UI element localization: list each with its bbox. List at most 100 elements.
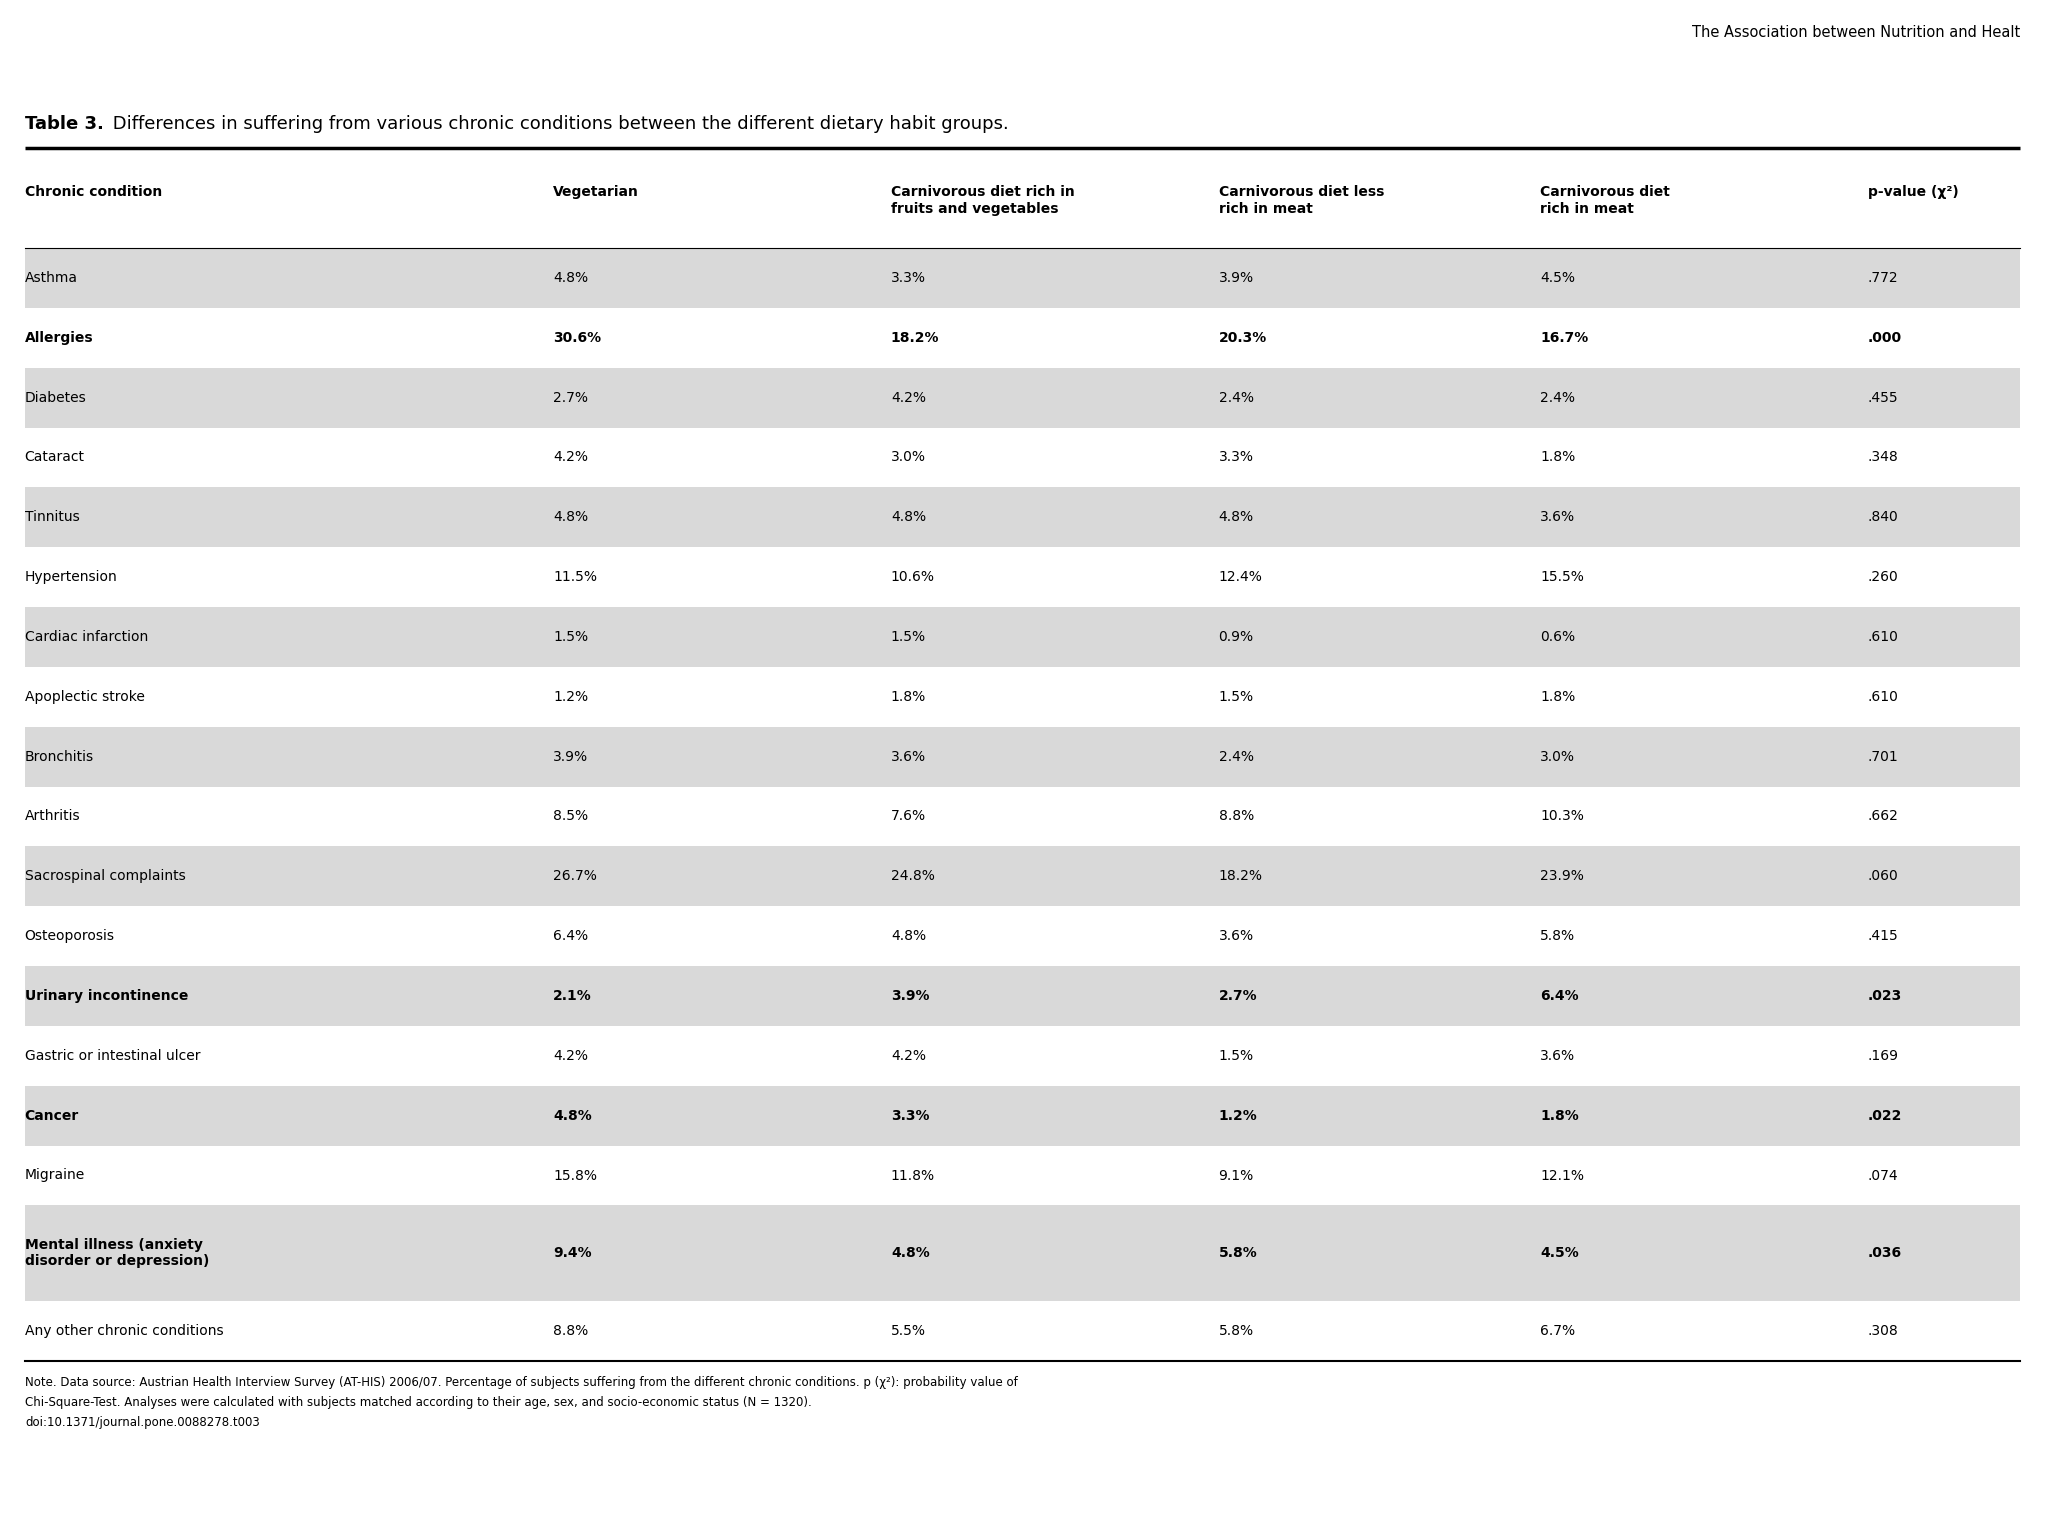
- Text: 3.9%: 3.9%: [553, 750, 588, 763]
- Text: doi:10.1371/journal.pone.0088278.t003: doi:10.1371/journal.pone.0088278.t003: [25, 1416, 260, 1428]
- Text: .036: .036: [1868, 1246, 1903, 1261]
- Text: 2.7%: 2.7%: [553, 390, 588, 404]
- Text: Carnivorous diet
rich in meat: Carnivorous diet rich in meat: [1540, 184, 1669, 217]
- Text: Apoplectic stroke: Apoplectic stroke: [25, 690, 145, 703]
- Text: 8.5%: 8.5%: [553, 809, 588, 823]
- Text: 2.4%: 2.4%: [1219, 750, 1253, 763]
- Text: 2.4%: 2.4%: [1540, 390, 1575, 404]
- Text: 4.5%: 4.5%: [1540, 270, 1575, 284]
- Text: .348: .348: [1868, 450, 1898, 464]
- Text: Vegetarian: Vegetarian: [553, 184, 639, 200]
- Text: .840: .840: [1868, 510, 1898, 524]
- Text: 11.5%: 11.5%: [553, 570, 596, 584]
- Text: Cancer: Cancer: [25, 1109, 78, 1123]
- Text: .701: .701: [1868, 750, 1898, 763]
- Text: 18.2%: 18.2%: [1219, 869, 1262, 883]
- Text: 3.0%: 3.0%: [891, 450, 926, 464]
- Bar: [25, 247, 2019, 307]
- Text: 3.6%: 3.6%: [1540, 1049, 1575, 1063]
- Text: 4.8%: 4.8%: [553, 510, 588, 524]
- Text: 7.6%: 7.6%: [891, 809, 926, 823]
- Text: .415: .415: [1868, 929, 1898, 943]
- Text: 5.5%: 5.5%: [891, 1324, 926, 1338]
- Text: Gastric or intestinal ulcer: Gastric or intestinal ulcer: [25, 1049, 201, 1063]
- Text: Differences in suffering from various chronic conditions between the different d: Differences in suffering from various ch…: [106, 115, 1010, 134]
- Text: .610: .610: [1868, 690, 1898, 703]
- Text: Urinary incontinence: Urinary incontinence: [25, 989, 188, 1003]
- Text: .074: .074: [1868, 1169, 1898, 1183]
- Bar: [25, 1206, 2019, 1301]
- Text: 5.8%: 5.8%: [1219, 1324, 1253, 1338]
- Text: 3.6%: 3.6%: [891, 750, 926, 763]
- Text: 16.7%: 16.7%: [1540, 330, 1589, 344]
- Text: 2.7%: 2.7%: [1219, 989, 1257, 1003]
- Text: 3.3%: 3.3%: [891, 270, 926, 284]
- Text: .023: .023: [1868, 989, 1903, 1003]
- Text: 2.4%: 2.4%: [1219, 390, 1253, 404]
- Text: Any other chronic conditions: Any other chronic conditions: [25, 1324, 223, 1338]
- Text: 1.8%: 1.8%: [1540, 1109, 1579, 1123]
- Text: 3.6%: 3.6%: [1540, 510, 1575, 524]
- Text: Arthritis: Arthritis: [25, 809, 80, 823]
- Text: Diabetes: Diabetes: [25, 390, 86, 404]
- Text: Cataract: Cataract: [25, 450, 84, 464]
- Text: 26.7%: 26.7%: [553, 869, 596, 883]
- Text: Asthma: Asthma: [25, 270, 78, 284]
- Text: 4.8%: 4.8%: [553, 270, 588, 284]
- Text: Osteoporosis: Osteoporosis: [25, 929, 115, 943]
- Text: 18.2%: 18.2%: [891, 330, 940, 344]
- Text: 1.5%: 1.5%: [1219, 1049, 1253, 1063]
- Text: 4.8%: 4.8%: [891, 510, 926, 524]
- Text: 11.8%: 11.8%: [891, 1169, 936, 1183]
- Text: .000: .000: [1868, 330, 1903, 344]
- Text: 24.8%: 24.8%: [891, 869, 934, 883]
- Text: .610: .610: [1868, 630, 1898, 644]
- Bar: [25, 367, 2019, 427]
- Text: Chi-Square-Test. Analyses were calculated with subjects matched according to the: Chi-Square-Test. Analyses were calculate…: [25, 1396, 811, 1409]
- Text: Hypertension: Hypertension: [25, 570, 117, 584]
- Text: 15.8%: 15.8%: [553, 1169, 596, 1183]
- Text: Carnivorous diet less
rich in meat: Carnivorous diet less rich in meat: [1219, 184, 1384, 217]
- Text: 4.8%: 4.8%: [553, 1109, 592, 1123]
- Text: 3.3%: 3.3%: [1219, 450, 1253, 464]
- Text: 4.2%: 4.2%: [553, 1049, 588, 1063]
- Text: 10.6%: 10.6%: [891, 570, 934, 584]
- Text: .060: .060: [1868, 869, 1898, 883]
- Text: 0.6%: 0.6%: [1540, 630, 1575, 644]
- Text: .260: .260: [1868, 570, 1898, 584]
- Text: 3.3%: 3.3%: [891, 1109, 930, 1123]
- Bar: [25, 727, 2019, 786]
- Text: 3.6%: 3.6%: [1219, 929, 1253, 943]
- Text: 4.8%: 4.8%: [891, 1246, 930, 1261]
- Text: 10.3%: 10.3%: [1540, 809, 1583, 823]
- Text: Mental illness (anxiety
disorder or depression): Mental illness (anxiety disorder or depr…: [25, 1238, 209, 1269]
- Text: 12.4%: 12.4%: [1219, 570, 1262, 584]
- Text: 23.9%: 23.9%: [1540, 869, 1583, 883]
- Text: Note. Data source: Austrian Health Interview Survey (AT-HIS) 2006/07. Percentage: Note. Data source: Austrian Health Inter…: [25, 1376, 1018, 1389]
- Text: .662: .662: [1868, 809, 1898, 823]
- Text: .455: .455: [1868, 390, 1898, 404]
- Text: 4.2%: 4.2%: [891, 1049, 926, 1063]
- Text: .308: .308: [1868, 1324, 1898, 1338]
- Text: 1.5%: 1.5%: [1219, 690, 1253, 703]
- Text: 1.8%: 1.8%: [1540, 450, 1575, 464]
- Text: 3.9%: 3.9%: [891, 989, 930, 1003]
- Bar: [25, 487, 2019, 547]
- Text: 12.1%: 12.1%: [1540, 1169, 1583, 1183]
- Text: .169: .169: [1868, 1049, 1898, 1063]
- Text: 6.4%: 6.4%: [1540, 989, 1579, 1003]
- Text: 6.7%: 6.7%: [1540, 1324, 1575, 1338]
- Text: 6.4%: 6.4%: [553, 929, 588, 943]
- Text: 20.3%: 20.3%: [1219, 330, 1268, 344]
- Bar: [25, 846, 2019, 906]
- Bar: [25, 607, 2019, 667]
- Text: Chronic condition: Chronic condition: [25, 184, 162, 200]
- Text: 15.5%: 15.5%: [1540, 570, 1583, 584]
- Text: 0.9%: 0.9%: [1219, 630, 1253, 644]
- Text: 8.8%: 8.8%: [1219, 809, 1253, 823]
- Text: 3.9%: 3.9%: [1219, 270, 1253, 284]
- Text: .022: .022: [1868, 1109, 1903, 1123]
- Text: 1.2%: 1.2%: [553, 690, 588, 703]
- Text: 5.8%: 5.8%: [1540, 929, 1575, 943]
- Text: 1.5%: 1.5%: [553, 630, 588, 644]
